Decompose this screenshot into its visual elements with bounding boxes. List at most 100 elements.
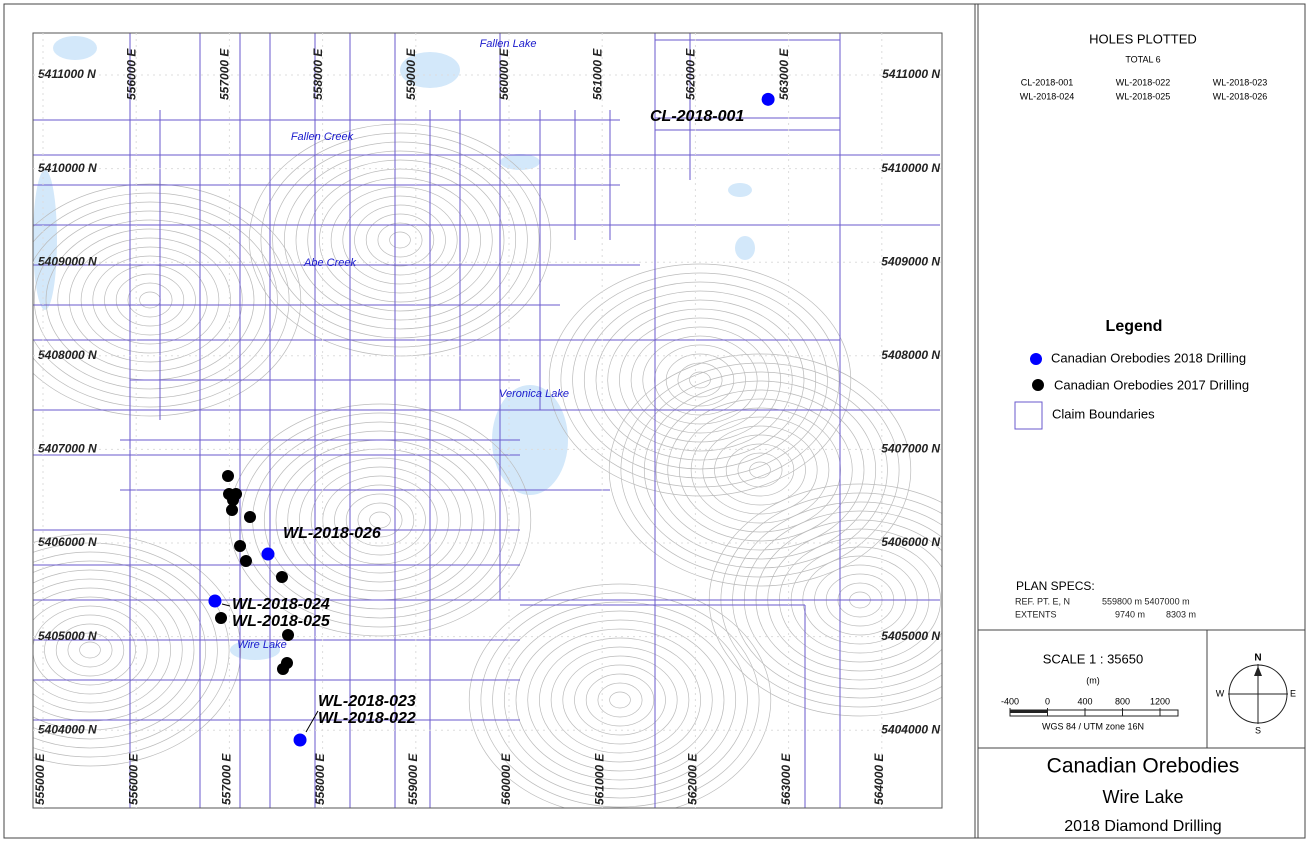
- place-name: Wire Lake: [237, 639, 286, 651]
- specs-title: PLAN SPECS:: [1016, 579, 1095, 593]
- contour: [33, 587, 171, 713]
- y-tick-label: 5411000 N: [38, 67, 96, 81]
- contour: [630, 326, 770, 434]
- hole-label: WL-2018-024: [232, 596, 330, 613]
- drill-hole-2017: [276, 662, 289, 675]
- legend-title: Legend: [1106, 318, 1163, 335]
- panel-title: HOLES PLOTTED: [1089, 31, 1197, 46]
- scale-bar: [1010, 710, 1048, 713]
- contour: [354, 204, 446, 276]
- contour: [252, 421, 508, 619]
- contour: [515, 619, 725, 781]
- place-name: Abe Creek: [303, 257, 356, 269]
- x-tick-label: 557000 E: [220, 753, 234, 805]
- x-tick-label: 564000 E: [872, 753, 886, 805]
- x-tick-label: 561000 E: [592, 753, 606, 805]
- contour: [33, 192, 290, 408]
- specs-value: 9740 m: [1115, 609, 1145, 619]
- contour: [539, 637, 701, 763]
- y-tick-label: 5405000 N: [38, 629, 97, 643]
- contour: [389, 231, 411, 249]
- scale-title: SCALE 1 : 35650: [1043, 651, 1143, 666]
- x-tick-label: 557000 E: [218, 48, 232, 100]
- contour: [33, 551, 218, 749]
- place-name: Fallen Lake: [480, 38, 537, 50]
- contour: [714, 434, 806, 506]
- contour: [619, 317, 781, 443]
- y-tick-label: 5410000 N: [881, 161, 940, 175]
- contour: [104, 264, 196, 336]
- y-tick-label: 5406000 N: [38, 535, 97, 549]
- x-tick-label: 558000 E: [313, 753, 327, 805]
- x-tick-label: 563000 E: [777, 48, 791, 100]
- x-tick-label: 560000 E: [499, 753, 513, 805]
- contour: [310, 466, 450, 574]
- x-tick-label: 559000 E: [406, 753, 420, 805]
- contour: [260, 132, 540, 348]
- x-tick-label: 561000 E: [590, 48, 604, 100]
- contour: [492, 601, 748, 799]
- drill-hole-2018: [761, 92, 775, 106]
- contour: [79, 641, 101, 659]
- leader-line: [305, 710, 319, 733]
- contour: [334, 484, 426, 556]
- contour: [725, 443, 795, 497]
- contour: [665, 353, 735, 407]
- drill-hole-2017: [282, 629, 295, 642]
- drill-hole-2017: [222, 469, 235, 482]
- y-tick-label: 5408000 N: [881, 348, 940, 362]
- contour: [595, 299, 805, 461]
- scale-label: 0: [1045, 696, 1050, 706]
- contour: [527, 628, 713, 772]
- contour: [33, 560, 207, 740]
- x-tick-label: 562000 E: [686, 753, 700, 805]
- legend-symbol: [1030, 353, 1042, 365]
- contour: [80, 246, 220, 354]
- y-tick-label: 5405000 N: [881, 629, 940, 643]
- contour: [33, 569, 195, 731]
- drill-hole-2017: [215, 611, 228, 624]
- y-tick-label: 5404000 N: [881, 722, 940, 736]
- y-tick-label: 5411000 N: [882, 67, 940, 81]
- contour: [369, 511, 391, 529]
- contour: [620, 362, 900, 578]
- contour: [67, 632, 113, 668]
- scale-unit: (m): [1086, 675, 1100, 685]
- y-tick-label: 5404000 N: [38, 722, 97, 736]
- hole-label: WL-2018-022: [318, 710, 416, 727]
- drill-hole-2017: [226, 503, 239, 516]
- contour: [468, 583, 772, 808]
- compass-label: E: [1290, 688, 1296, 698]
- specs-label: REF. PT. E, N: [1015, 596, 1070, 606]
- scale-label: 400: [1077, 696, 1092, 706]
- contour: [655, 389, 865, 551]
- contour: [33, 578, 183, 722]
- hole-label: CL-2018-001: [650, 108, 744, 125]
- contour: [33, 183, 302, 417]
- contour: [583, 290, 817, 470]
- legend-symbol: [1032, 379, 1044, 391]
- scale-label: 1200: [1150, 696, 1170, 706]
- contour: [597, 682, 643, 718]
- drill-hole-2018: [293, 733, 307, 747]
- contour: [275, 439, 485, 601]
- contour: [585, 673, 655, 727]
- contour: [609, 691, 631, 709]
- contour: [677, 362, 723, 398]
- x-tick-label: 563000 E: [779, 753, 793, 805]
- contour: [92, 255, 208, 345]
- y-tick-label: 5410000 N: [38, 161, 97, 175]
- contour: [503, 610, 737, 790]
- map-background: [33, 33, 942, 808]
- contour: [737, 452, 783, 488]
- contour: [560, 272, 840, 488]
- holes-total: TOTAL 6: [1125, 54, 1160, 64]
- hole-name: WL-2018-025: [1116, 91, 1171, 101]
- place-name: Veronica Lake: [499, 388, 569, 400]
- y-tick-label: 5408000 N: [38, 348, 97, 362]
- y-tick-label: 5409000 N: [881, 254, 940, 268]
- contour: [607, 308, 793, 452]
- contour: [548, 263, 852, 497]
- hole-name: CL-2018-001: [1021, 77, 1074, 87]
- contour: [44, 614, 136, 686]
